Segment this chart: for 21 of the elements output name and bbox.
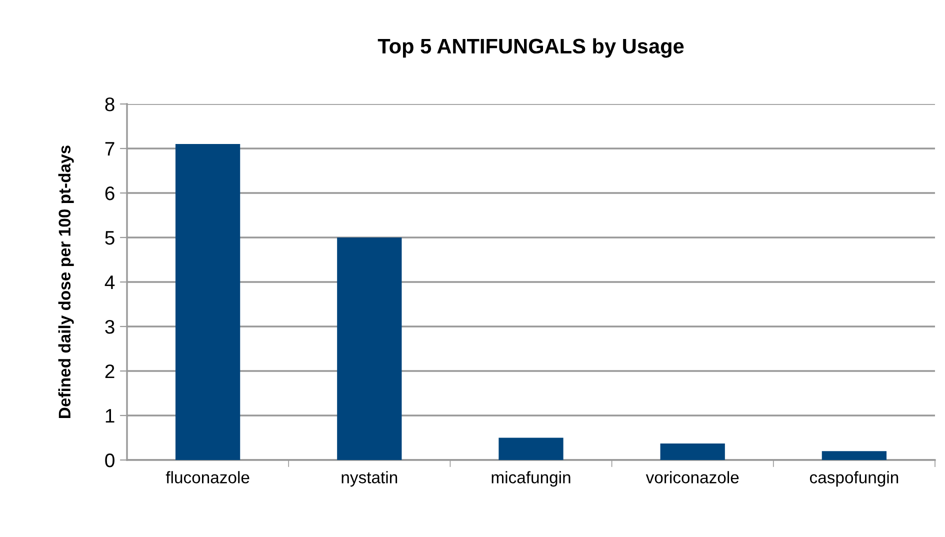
x-tick-label: voriconazole bbox=[646, 471, 739, 484]
y-tick-label: 8 bbox=[105, 97, 114, 112]
y-tick-label: 4 bbox=[104, 276, 115, 290]
bar bbox=[337, 238, 402, 460]
bar bbox=[822, 451, 887, 460]
bar bbox=[498, 438, 564, 460]
x-tick-label: nystatin bbox=[342, 471, 398, 487]
bar bbox=[175, 144, 240, 460]
x-tick-label: caspofungin bbox=[810, 471, 898, 487]
y-axis-title: Defined daily dose per 100 pt-days bbox=[58, 146, 74, 418]
y-tick-label: 2 bbox=[105, 364, 114, 378]
y-tick-label: 6 bbox=[105, 186, 114, 200]
y-tick-label: 5 bbox=[105, 231, 114, 245]
y-tick-label: 7 bbox=[105, 142, 114, 156]
x-tick-label: fluconazole bbox=[166, 471, 250, 484]
y-tick-label: 0 bbox=[105, 453, 114, 468]
bar bbox=[660, 444, 725, 460]
y-tick-label: 3 bbox=[105, 320, 114, 334]
y-tick-label: 1 bbox=[106, 409, 114, 423]
chart-title: Top 5 ANTIFUNGALS by Usage bbox=[378, 38, 684, 58]
x-tick-label: micafungin bbox=[492, 471, 570, 487]
